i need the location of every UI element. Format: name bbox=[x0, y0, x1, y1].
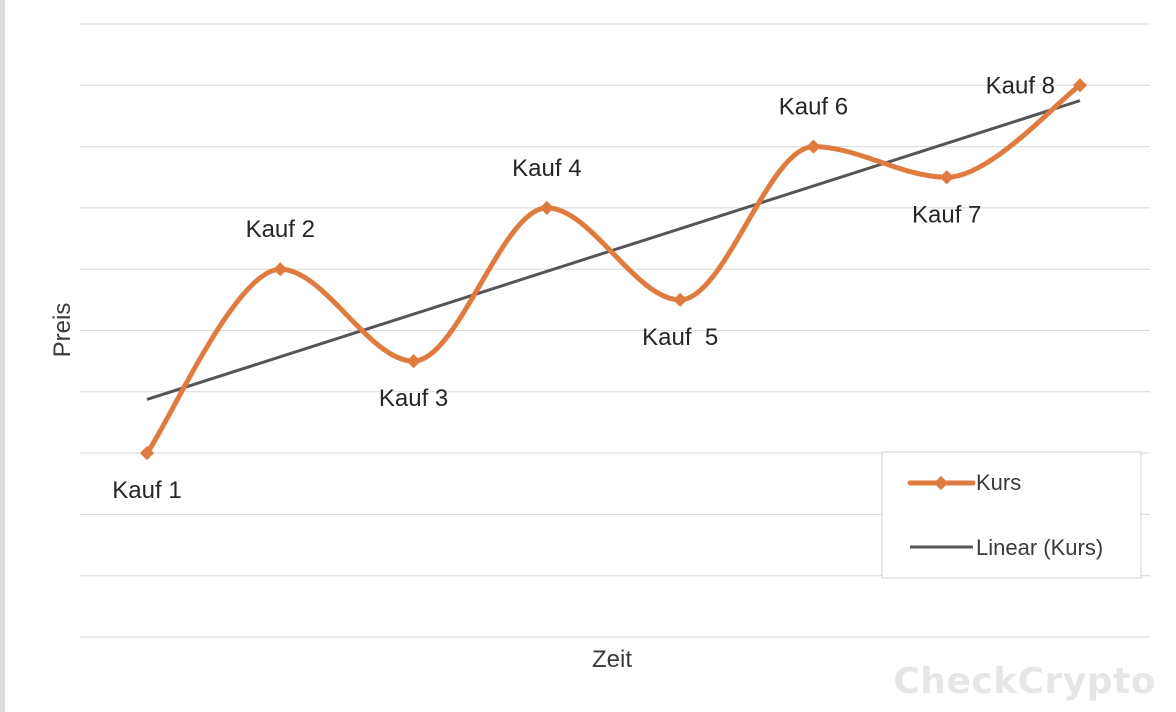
watermark-logo: CheckCrypto bbox=[893, 661, 1156, 702]
data-point-marker bbox=[139, 446, 155, 461]
gridlines bbox=[80, 23, 1150, 638]
legend-kurs-label: Kurs bbox=[976, 470, 1021, 495]
legend-trend-label: Linear (Kurs) bbox=[976, 535, 1103, 560]
data-point-label: Kauf 7 bbox=[912, 201, 981, 228]
data-point-marker bbox=[1072, 78, 1088, 93]
legend-box bbox=[881, 451, 1142, 579]
trendline-layer bbox=[146, 99, 1081, 401]
data-point-label: Kauf 4 bbox=[512, 155, 581, 182]
data-point-marker bbox=[539, 200, 554, 215]
data-point-label: Kauf 5 bbox=[642, 324, 718, 351]
marker-layer bbox=[139, 78, 1088, 461]
x-axis-title: Zeit bbox=[592, 646, 632, 673]
data-point-marker bbox=[273, 262, 288, 277]
data-point-label: Kauf 2 bbox=[246, 216, 315, 243]
data-point-marker bbox=[406, 354, 421, 369]
y-axis-title: Preis bbox=[49, 303, 76, 358]
legend: Kurs Linear (Kurs) bbox=[881, 451, 1142, 579]
line-chart: Kauf 1 Kauf 2 Kauf 3 Kauf 4 Kauf 5 Kauf 6 Kauf… bbox=[49, 23, 1156, 702]
data-point-label: Kauf 3 bbox=[379, 385, 448, 412]
data-point-marker bbox=[939, 170, 954, 185]
data-point-label: Kauf 1 bbox=[112, 477, 181, 504]
legend-kurs-marker bbox=[933, 475, 949, 491]
point-label-layer: Kauf 1 Kauf 2 Kauf 3 Kauf 4 Kauf 5 Kauf 6 Kauf… bbox=[112, 72, 1055, 504]
data-point-marker bbox=[806, 139, 821, 154]
data-point-label: Kauf 8 bbox=[986, 72, 1055, 99]
data-point-marker bbox=[673, 292, 688, 307]
trendline bbox=[146, 99, 1081, 401]
data-point-label: Kauf 6 bbox=[779, 94, 848, 121]
